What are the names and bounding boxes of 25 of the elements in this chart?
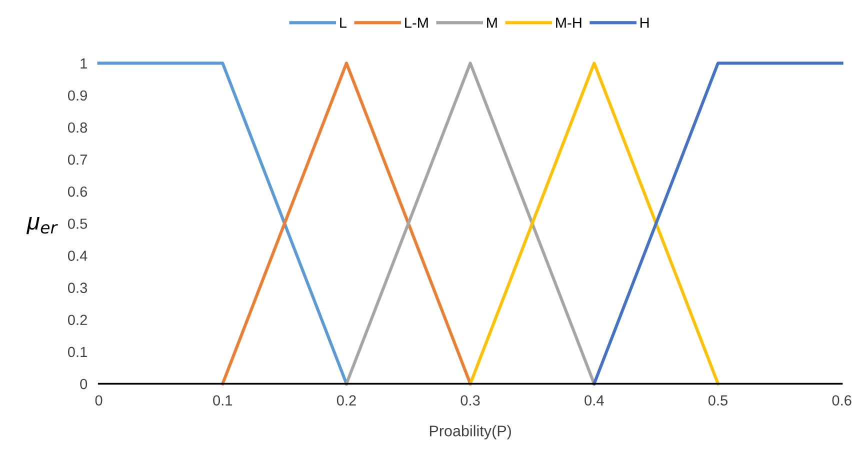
y-tick-label: 0.3 xyxy=(68,282,88,294)
y-tick-label: 0.8 xyxy=(68,122,88,133)
x-tick-label: 0.2 xyxy=(336,395,356,406)
y-tick-label: 0 xyxy=(80,378,88,390)
x-tick-label: 0 xyxy=(95,395,102,406)
y-tick-label: 0.1 xyxy=(68,346,87,358)
y-tick-label: 0.7 xyxy=(68,154,87,165)
y-axis-title: μ$_{er}$ xyxy=(26,217,58,234)
legend-label: H xyxy=(640,18,649,28)
x-axis-title: Proability(P) xyxy=(430,425,511,440)
x-tick-label: 0.5 xyxy=(708,395,728,406)
y-tick-label: 0.9 xyxy=(68,90,87,101)
y-tick-label: 0.4 xyxy=(68,250,88,261)
legend-label: L-M xyxy=(405,18,428,28)
y-tick-label: 0.5 xyxy=(68,218,88,229)
legend-label: L xyxy=(340,18,347,28)
x-tick-label: 0.1 xyxy=(213,395,232,406)
x-tick-label: 0.6 xyxy=(832,395,852,406)
y-tick-label: 1 xyxy=(80,58,87,68)
y-tick-label: 0.2 xyxy=(68,314,87,326)
legend-label: M-H xyxy=(556,18,582,28)
x-tick-label: 0.4 xyxy=(584,395,604,406)
x-tick-label: 0.3 xyxy=(460,395,480,406)
legend-label: M xyxy=(487,18,497,28)
y-tick-label: 0.6 xyxy=(68,186,88,197)
